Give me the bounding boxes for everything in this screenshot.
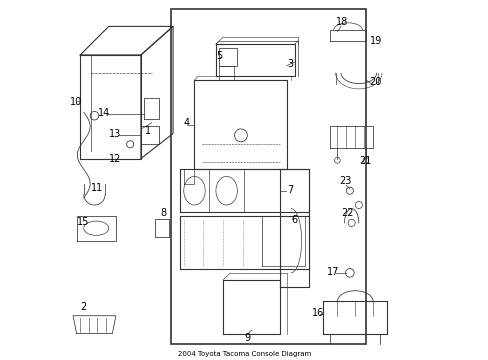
Text: 9: 9 [244,333,250,343]
Text: 23: 23 [339,176,351,185]
Text: 5: 5 [216,50,222,60]
Text: 7: 7 [287,185,293,194]
Text: 6: 6 [290,215,296,225]
Text: 13: 13 [108,129,121,139]
Bar [171,9,365,344]
Text: 15: 15 [77,217,89,227]
Text: 10: 10 [69,97,81,107]
Text: 3: 3 [287,59,293,69]
Text: 2: 2 [80,302,86,312]
Text: 11: 11 [91,183,103,193]
Text: 18: 18 [335,17,347,27]
Text: 22: 22 [340,208,353,218]
Text: 20: 20 [369,77,381,87]
Text: 1: 1 [144,126,150,136]
Text: 14: 14 [98,108,110,118]
Text: 4: 4 [183,118,189,129]
Text: 16: 16 [312,308,324,318]
Text: 21: 21 [358,156,370,166]
Text: 12: 12 [108,154,121,164]
Text: 8: 8 [160,208,166,218]
Text: 2004 Toyota Tacoma Console Diagram: 2004 Toyota Tacoma Console Diagram [178,351,310,357]
Text: 17: 17 [326,267,338,277]
Text: 19: 19 [369,36,381,46]
